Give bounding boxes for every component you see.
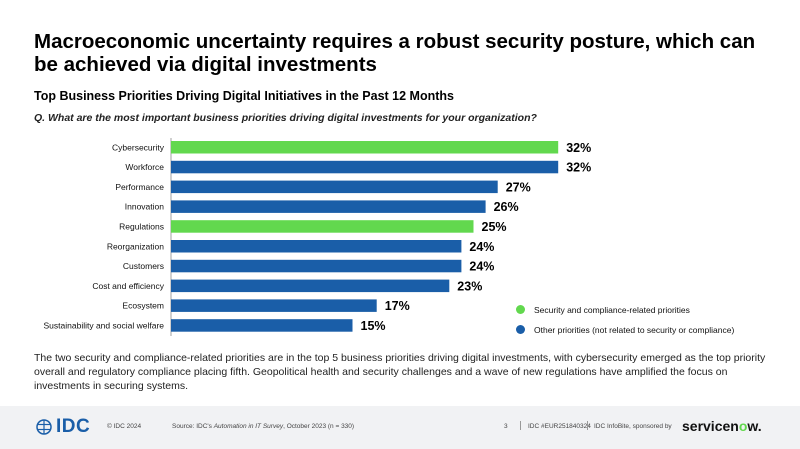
value-label: 24% [469, 260, 494, 274]
bar [171, 160, 559, 174]
category-label: Customers [123, 261, 164, 271]
footer-source-suffix: , October 2023 (n = 330) [283, 423, 355, 430]
bar [171, 279, 450, 293]
footer-source: Source: IDC's Automation in IT Survey, O… [172, 423, 354, 430]
footer-page-number: 3 [504, 423, 508, 430]
page-headline: Macroeconomic uncertainty requires a rob… [34, 30, 756, 76]
priorities-bar-chart: Cybersecurity 32% Workforce 32% Performance 2… [44, 138, 591, 336]
value-label: 17% [385, 299, 410, 313]
footer-bar [0, 406, 800, 449]
sponsor-logo-part: . [757, 418, 762, 434]
bar [171, 180, 498, 194]
bar [171, 220, 474, 233]
category-label: Performance [115, 182, 164, 192]
legend-security-label: Security and compliance-related prioriti… [534, 304, 690, 315]
category-label: Sustainability and social welfare [44, 320, 165, 330]
category-label: Innovation [125, 202, 164, 212]
footer-copyright: © IDC 2024 [107, 423, 142, 430]
bar [171, 259, 462, 273]
category-label: Cost and efficiency [92, 281, 164, 291]
chart-subtitle: Top Business Priorities Driving Digital … [34, 89, 454, 103]
category-label: Workforce [125, 162, 164, 172]
bar [171, 141, 559, 154]
sponsor-logo-part: servicen [682, 418, 739, 434]
category-label: Cybersecurity [112, 142, 165, 152]
servicenow-logo: servicenow. [682, 418, 762, 434]
bar [171, 200, 486, 213]
value-label: 23% [457, 279, 482, 293]
value-label: 26% [494, 200, 519, 214]
footer-infobite: IDC InfoBite, sponsored by [594, 423, 672, 430]
value-label: 32% [566, 161, 591, 175]
value-label: 15% [361, 319, 386, 333]
value-label: 32% [566, 141, 591, 155]
category-label: Regulations [119, 221, 164, 231]
legend-item-security: Security and compliance-related prioriti… [516, 304, 734, 315]
bar [171, 240, 462, 253]
sponsor-logo-part: w [747, 418, 758, 434]
footer-separator [587, 421, 588, 430]
footer-separator [520, 421, 521, 430]
legend-other-swatch [516, 325, 525, 334]
bar [171, 299, 377, 312]
idc-logo-text: IDC [56, 416, 91, 437]
chart-legend: Security and compliance-related prioriti… [516, 304, 734, 344]
legend-other-label: Other priorities (not related to securit… [534, 324, 735, 335]
summary-paragraph: The two security and compliance-related … [34, 352, 766, 392]
category-label: Ecosystem [122, 301, 164, 311]
survey-question: Q. What are the most important business … [34, 112, 537, 124]
bar [171, 319, 353, 332]
value-label: 25% [482, 220, 507, 234]
value-label: 27% [506, 180, 531, 194]
footer-source-prefix: Source: IDC's [172, 423, 214, 430]
footer-source-title: Automation in IT Survey [213, 423, 284, 430]
legend-item-other: Other priorities (not related to securit… [516, 324, 734, 335]
value-label: 24% [469, 240, 494, 254]
idc-logo: IDC [36, 416, 90, 438]
idc-globe-icon [36, 419, 52, 435]
legend-security-swatch [516, 305, 525, 314]
footer-doc-id: IDC #EUR251840324 [528, 423, 591, 430]
sponsor-logo-part: o [738, 418, 748, 434]
category-label: Reorganization [107, 241, 164, 251]
